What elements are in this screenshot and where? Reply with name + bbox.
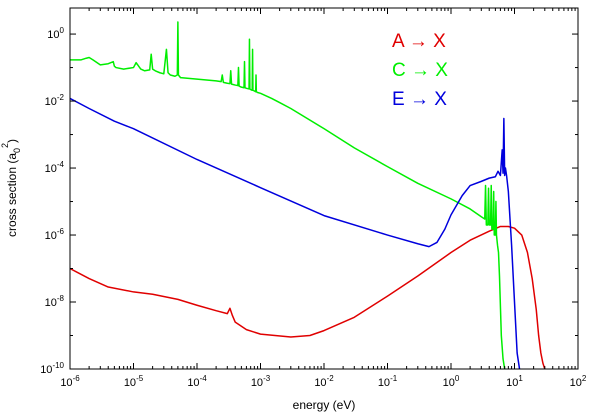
label-layer: 10-6 10-5 10-4 10-3 10-2 10-1 100 101 102 100 10-2… bbox=[40, 26, 587, 389]
series-line-a-x bbox=[70, 225, 546, 369]
x-tick-label: 10-6 bbox=[60, 374, 80, 389]
legend-label-c-x: C → X bbox=[392, 60, 448, 81]
y-tick-label: 100 bbox=[47, 26, 64, 41]
y-tick-label: 10-2 bbox=[45, 93, 65, 108]
plot-background bbox=[70, 8, 578, 369]
tick-layer bbox=[69, 8, 579, 370]
x-tick-label: 102 bbox=[570, 374, 587, 389]
legend-label-e-x: E → X bbox=[392, 89, 447, 110]
x-tick-label: 10-3 bbox=[251, 374, 271, 389]
y-axis-label-sup: 2 bbox=[0, 143, 10, 148]
y-tick-label: 10-4 bbox=[45, 160, 65, 175]
y-tick-label: 10-6 bbox=[45, 227, 65, 242]
x-tick-label: 100 bbox=[443, 374, 460, 389]
y-axis-label-text: cross section (a bbox=[5, 153, 19, 237]
x-tick-label: 10-2 bbox=[314, 374, 334, 389]
x-tick-label: 10-5 bbox=[124, 374, 144, 389]
x-tick-label: 101 bbox=[506, 374, 523, 389]
series-layer bbox=[70, 21, 546, 369]
x-tick-label: 10-1 bbox=[378, 374, 398, 389]
y-axis-label-sub: 0 bbox=[12, 148, 22, 153]
legend: A → X C → X E → X bbox=[392, 31, 448, 110]
y-axis-label-close: ) bbox=[5, 139, 19, 143]
series-line-e-x bbox=[70, 97, 521, 369]
y-axis-label: cross section (a02) bbox=[0, 139, 22, 237]
legend-label-a-x: A → X bbox=[392, 31, 446, 52]
y-tick-label: 10-8 bbox=[45, 294, 65, 309]
x-tick-label: 10-4 bbox=[187, 374, 207, 389]
y-tick-label: 10-10 bbox=[40, 361, 64, 376]
x-axis-label: energy (eV) bbox=[293, 398, 356, 412]
series-line-c-x bbox=[70, 21, 506, 369]
